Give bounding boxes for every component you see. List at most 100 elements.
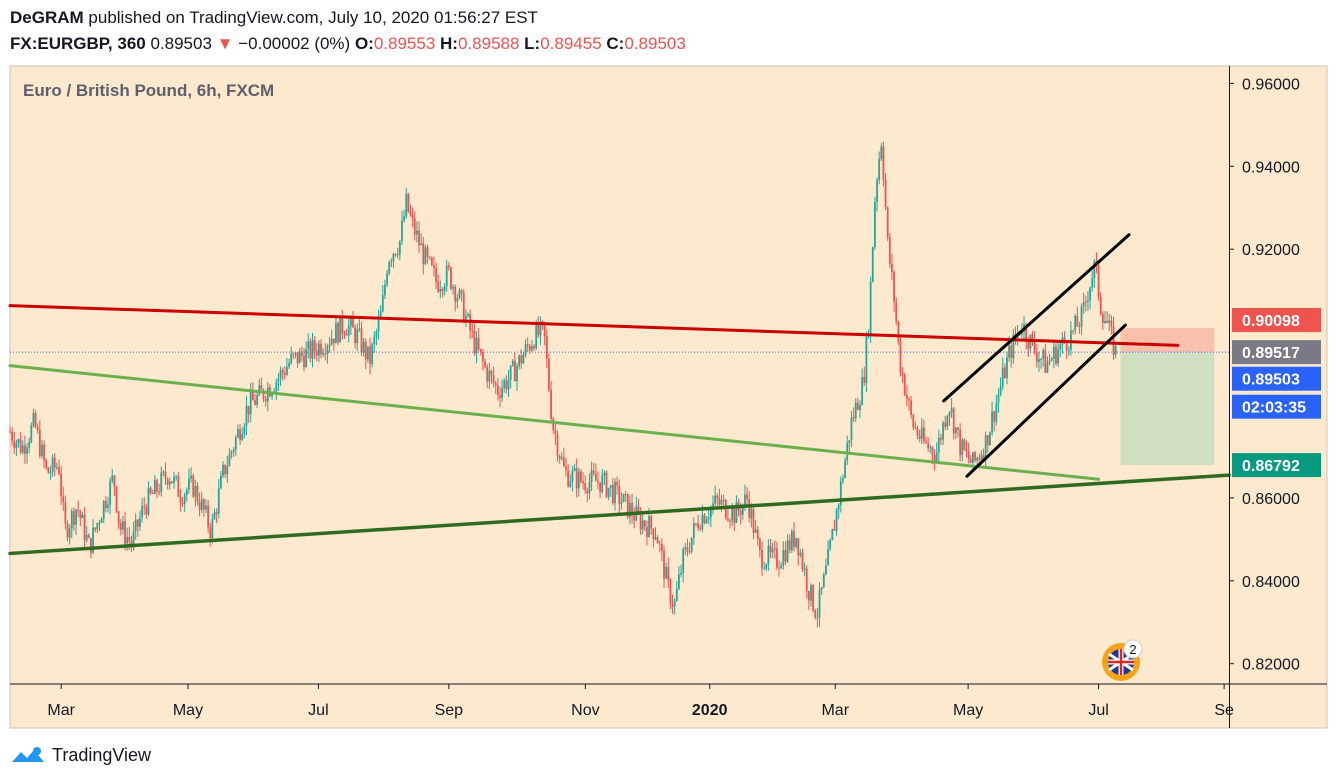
candle-body [790, 530, 793, 551]
candle-body [709, 507, 712, 518]
candle-body [283, 372, 286, 375]
candle-body [422, 243, 425, 265]
candle-body [1033, 339, 1036, 353]
candle-body [160, 472, 163, 493]
candle-body [871, 247, 874, 282]
candle-body [175, 476, 178, 478]
candle-body [675, 588, 678, 601]
candle-body [814, 610, 817, 618]
candle-body [545, 336, 548, 359]
candle-body [839, 481, 842, 505]
candle-body [993, 411, 996, 422]
candle-body [1069, 330, 1072, 350]
candle-body [207, 505, 210, 527]
candle-body [616, 481, 619, 486]
candle-body [28, 441, 31, 448]
candle-body [903, 374, 906, 395]
candle-body [339, 315, 342, 343]
price-badge-label: 02:03:35 [1242, 400, 1306, 417]
candle-body [315, 350, 318, 356]
candle-body [829, 540, 832, 550]
candle-body [68, 528, 71, 538]
candle-body [1050, 358, 1053, 361]
candle-body [550, 389, 552, 419]
candle-body [744, 494, 746, 505]
time-axis[interactable]: Mar May Jul Sep Nov 2020 Mar May Jul Se [47, 684, 1234, 719]
candle-body [518, 355, 521, 367]
candle-body [360, 328, 363, 353]
candle-body [837, 504, 840, 510]
candle-body [260, 385, 263, 390]
candle-body [786, 540, 789, 562]
candle-body [888, 237, 891, 265]
candle-body [73, 511, 75, 525]
candle-body [646, 526, 648, 538]
candle-body [230, 451, 233, 454]
candle-body [388, 262, 391, 274]
candle-body [486, 366, 489, 382]
candle-body [758, 539, 761, 550]
candle-body [650, 516, 653, 529]
price-badge [1232, 340, 1321, 365]
candle-body [185, 489, 188, 495]
candle-body [633, 515, 636, 521]
candle-body [916, 428, 919, 436]
candle-body [271, 392, 273, 397]
candle-body [959, 429, 962, 456]
candle-body [1099, 296, 1102, 314]
author-name[interactable]: DeGRAM [10, 8, 84, 27]
price-tick-label: 0.96000 [1242, 76, 1300, 93]
candle-body [639, 513, 642, 530]
candle-body [697, 523, 699, 529]
candle-body [75, 509, 77, 525]
candle-body [158, 491, 161, 493]
candle-body [309, 341, 312, 359]
candle-body [976, 457, 979, 461]
candle-body [861, 376, 864, 405]
candle-body [241, 434, 244, 440]
candle-body [494, 383, 497, 386]
candle-body [322, 353, 325, 355]
footer[interactable]: TradingView [10, 744, 151, 766]
price-badge-label: 0.89517 [1242, 345, 1300, 362]
price-badge [1232, 308, 1321, 333]
candle-body [609, 485, 612, 488]
price-axis[interactable]: 0.96000 0.94000 0.92000 0.86000 0.84000 0.820… [1229, 76, 1300, 674]
candle-body [735, 502, 738, 523]
candle-body [989, 432, 991, 446]
candle-body [60, 473, 63, 497]
candle-body [756, 529, 759, 540]
candle-body [565, 466, 567, 471]
candle-body [893, 271, 895, 302]
candle-body [415, 230, 418, 235]
candle-body [984, 435, 987, 460]
candle-body [712, 503, 714, 508]
candle-body [345, 333, 348, 336]
candle-body [703, 514, 706, 524]
candle-body [584, 483, 587, 491]
candle-body [147, 488, 150, 515]
candle-body [690, 537, 693, 552]
candle-body [720, 500, 723, 505]
candle-body [64, 502, 67, 524]
candle-body [611, 485, 614, 504]
candle-body [516, 366, 518, 382]
time-tick-label: Mar [47, 702, 75, 719]
candle-body [47, 467, 50, 474]
flag-badge[interactable]: 2 [1102, 639, 1143, 681]
candle-body [294, 352, 297, 355]
candle-body [394, 253, 397, 256]
candle-body [51, 457, 54, 473]
candle-body [895, 301, 898, 322]
candle-body [77, 509, 80, 512]
candle-body [957, 427, 959, 430]
candle-body [769, 545, 772, 553]
price-tick-label: 0.84000 [1242, 574, 1300, 591]
candle-body [501, 387, 504, 398]
chart-title: Euro / British Pound, 6h, FXCM [23, 81, 274, 100]
candle-body [190, 475, 192, 479]
trend-lines[interactable] [8, 233, 1231, 556]
candle-body [196, 485, 199, 503]
candle-body [460, 290, 463, 294]
